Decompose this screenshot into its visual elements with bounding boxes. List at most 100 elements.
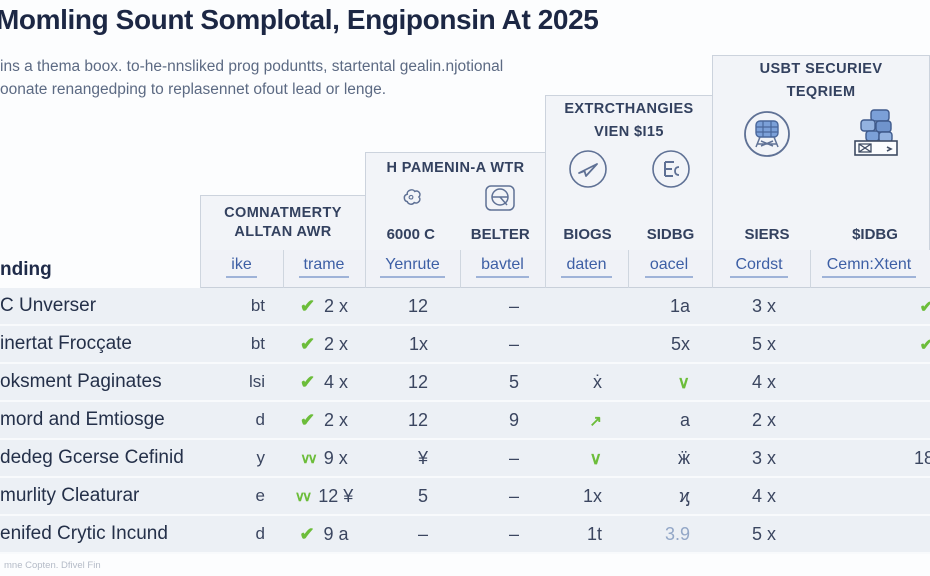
table-cell: 5x xyxy=(628,326,710,362)
page-title: Momling Sount Somplotal, Engiponsin At 2… xyxy=(0,4,599,35)
footer-note: mne Copten. Dfivel Fin xyxy=(4,560,101,571)
table-cell: 2 x xyxy=(710,402,808,438)
cell-value: 9 xyxy=(508,410,519,430)
table-cell: lsi xyxy=(200,364,283,400)
subcolumn-daten: BIOGS xyxy=(546,144,629,250)
cell-value: 3.9 xyxy=(664,524,690,544)
cell-value: 2 x xyxy=(324,410,349,430)
cell-value: 1t xyxy=(586,524,602,544)
cell-value: – xyxy=(508,334,519,354)
table-cell: 5 x xyxy=(710,326,808,362)
table-cell: ✔ 4 x xyxy=(283,364,365,400)
table-cell: 3 x xyxy=(710,288,808,324)
table-cell: 4 x xyxy=(710,364,808,400)
cell-value: y xyxy=(256,448,266,467)
group-title-line2: ALLTAN AWR xyxy=(234,224,332,240)
row-label: murlity Cleaturar xyxy=(0,485,140,506)
page-subtitle-line2: oonate renangedping to replasennet ofout… xyxy=(0,81,387,98)
table-cell: ✔ 2 x xyxy=(283,402,365,438)
table-cell: – xyxy=(460,516,545,552)
table-cell: 5 x xyxy=(710,516,808,552)
table-cell: 12 xyxy=(365,364,460,400)
column-link-cemnxtent[interactable]: Cemn:Xtent xyxy=(821,256,917,278)
table-cell: bt xyxy=(200,288,283,324)
swirl-icon xyxy=(398,184,424,210)
table-row: enifed Crytic Incund d ✔ 9 a – – 1t 3.9 5 x xyxy=(0,516,930,554)
cell-value: 18 xyxy=(913,448,930,468)
row-label: mord and Emtiosge xyxy=(0,409,165,430)
cell-value: ӝ xyxy=(677,448,690,468)
cell-value: 1x xyxy=(408,334,428,354)
wavy-check-icon: ∨∨ xyxy=(300,450,317,466)
cell-value: ẋ xyxy=(593,372,602,392)
row-label: C Unverser xyxy=(0,295,97,316)
table-cell: 1t xyxy=(545,516,628,552)
column-link-oacel[interactable]: oacel xyxy=(644,256,694,278)
cell-value: 1x xyxy=(582,486,602,506)
paper-plane-icon xyxy=(567,148,609,190)
cell-value: 12 xyxy=(407,372,428,392)
cell-value: 12 ¥ xyxy=(318,486,354,506)
row-label: oksment Paginates xyxy=(0,371,162,392)
cell-value: 1a xyxy=(669,296,690,316)
cell-value: – xyxy=(417,524,428,544)
column-link-trame[interactable]: trame xyxy=(298,256,350,278)
column-link-cordst[interactable]: Cordst xyxy=(730,256,788,278)
cell-value: – xyxy=(508,486,519,506)
column-group-usbt-securiev: USBT SECURIEV TEQRIEM SIERS xyxy=(712,55,930,250)
table-cell: ✔ xyxy=(808,288,930,324)
table-cell xyxy=(545,288,628,324)
column-label-band: ike trame Yenrute bavtel daten oacel Cor… xyxy=(200,250,930,288)
table-cell: 5 xyxy=(460,364,545,400)
row-label: enifed Crytic Incund xyxy=(0,523,168,544)
cell-value: a xyxy=(679,410,690,430)
cell-value: ϗ xyxy=(679,486,690,506)
column-link-yenrute[interactable]: Yenrute xyxy=(380,256,445,278)
cell-value: d xyxy=(255,524,265,543)
table-row: mord and Emtiosge d ✔ 2 x 12 9 ↗ a 2 x xyxy=(0,402,930,440)
table-row: C Unverser bt ✔ 2 x 12 – 1a 3 x ✔ xyxy=(0,288,930,326)
table-row: dedeg Gcerse Cefinid y ∨∨ 9 x ¥ – ∨ ӝ 3 x 18 xyxy=(0,440,930,478)
check-icon: ✔ xyxy=(299,296,316,316)
table-cell: – xyxy=(365,516,460,552)
column-group-extrcthangies: EXTRCTHANGIES VIEN $I15 BIOGS xyxy=(545,95,713,250)
wavy-check-icon: ∨∨ xyxy=(294,488,312,504)
cell-value: 3 x xyxy=(751,448,776,468)
cell-value: – xyxy=(508,524,519,544)
table-cell: ∨∨ 9 x xyxy=(283,440,365,476)
chevron-down-icon: ∨ xyxy=(589,449,602,468)
group-title-line1: COMNATMERTY xyxy=(224,205,342,221)
table-cell: 5 xyxy=(365,478,460,514)
page-subtitle-line1: ins a thema boox. to-he-nnsliked prog po… xyxy=(0,58,504,75)
table-cell: e xyxy=(200,478,283,514)
column-link-daten[interactable]: daten xyxy=(561,256,612,278)
cell-value: 5 x xyxy=(751,334,776,354)
table-cell: ✔ 9 a xyxy=(283,516,365,552)
table-cell: 1x xyxy=(365,326,460,362)
cell-value: bt xyxy=(250,296,265,315)
table-cell: y xyxy=(200,440,283,476)
cell-value: 2 x xyxy=(324,334,349,354)
table-cell: 3.9 xyxy=(628,516,710,552)
table-cell: 12 xyxy=(365,288,460,324)
column-link-ike[interactable]: ike xyxy=(226,256,257,278)
cell-value: d xyxy=(255,410,265,429)
subcolumn-bavtel: BELTER xyxy=(456,180,546,250)
cell-value: 5 xyxy=(417,486,428,506)
table-cell: – xyxy=(460,478,545,514)
table-cell: 3 x xyxy=(710,440,808,476)
subcolumn-cordst: SIERS xyxy=(713,104,821,250)
table-cell: ӝ xyxy=(628,440,710,476)
column-link-bavtel[interactable]: bavtel xyxy=(476,256,529,278)
subcolumn-name: 6000 C xyxy=(386,226,435,243)
cell-value: e xyxy=(255,486,265,505)
document-icon xyxy=(650,148,692,190)
cell-value: 12 xyxy=(407,296,428,316)
cell-value: 5 x xyxy=(751,524,776,544)
table-cell: ẋ xyxy=(545,364,628,400)
row-label: inertat Frocçate xyxy=(0,333,132,354)
row-label: dedeg Gcerse Cefinid xyxy=(0,447,184,468)
check-icon: ✔ xyxy=(920,328,930,362)
